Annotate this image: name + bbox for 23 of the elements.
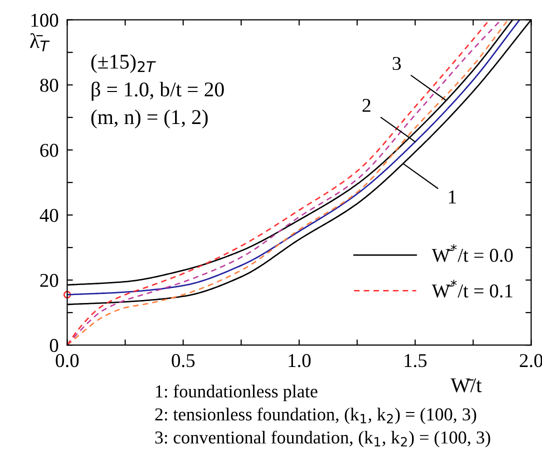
y-tick-label: 60 (40, 144, 58, 157)
annotation: 3 (392, 56, 401, 70)
y-tick-label: 40 (40, 208, 58, 222)
y-tick-label: 20 (40, 274, 58, 287)
y-axis-title: λ̄$_{T}$ (30, 33, 50, 52)
x-tick-label: 0.5 (172, 354, 195, 368)
y-tick-label: 100 (31, 14, 58, 27)
text: 3: conventional foundation, (k$_{1}$, k$_{2}$) = (100, 3) (155, 430, 490, 448)
annotation: (±15)$_{2T}$ (91, 54, 156, 73)
x-tick-label: 0.0 (56, 354, 79, 368)
annotation: 2 (362, 98, 370, 112)
x-axis-title: W̄/t (450, 378, 482, 392)
text: 2: tensionless foundation, (k$_{1}$, k$_{2}$) = (100, 3) (155, 408, 476, 424)
annotation: 1 (449, 190, 456, 204)
text: 1: foundationless plate (156, 384, 318, 402)
legend-label: W̄$^{*}$/t = 0.1 (432, 280, 512, 298)
legend-label: W̄$^{*}$/t = 0.0 (432, 244, 513, 262)
x-tick-label: 1.5 (404, 354, 427, 368)
annotation: (m, n) = (1, 2) (91, 109, 208, 128)
y-tick-label: 80 (40, 78, 58, 92)
y-tick-label: 0 (50, 338, 58, 352)
x-tick-label: 1.0 (288, 354, 311, 368)
annotation: β = 1.0, b/t = 20 (92, 82, 224, 101)
